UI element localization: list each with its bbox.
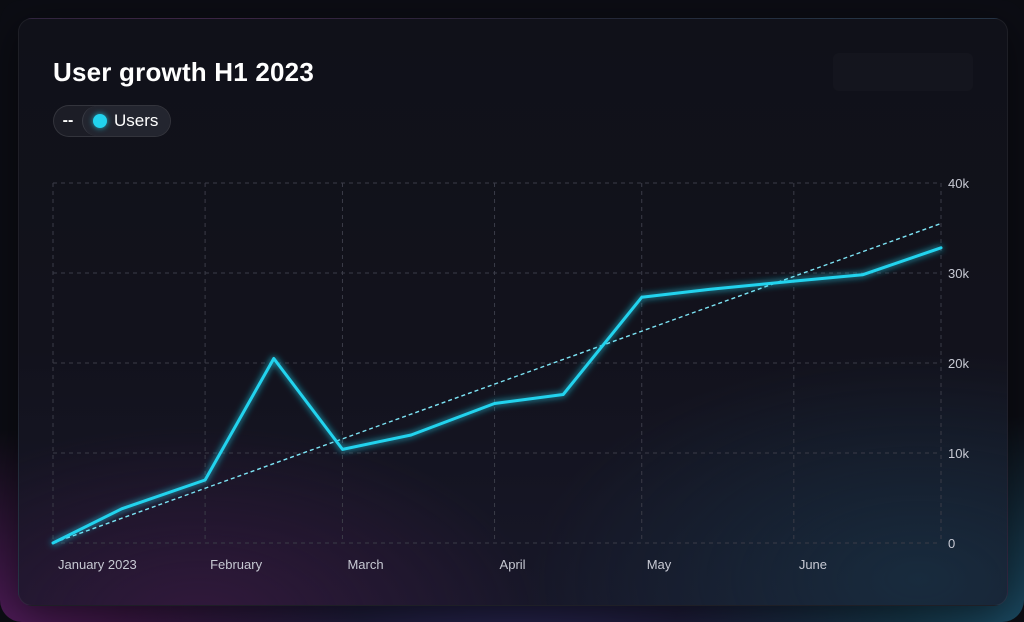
trendline-layer bbox=[52, 222, 942, 544]
y-tick-label: 0 bbox=[948, 536, 955, 551]
chart-title: User growth H1 2023 bbox=[53, 57, 315, 87]
chart-card: User growth H1 2023 -- Users bbox=[18, 18, 1008, 606]
trendline bbox=[52, 222, 942, 544]
y-tick-label: 10k bbox=[948, 446, 969, 461]
legend: -- Users bbox=[53, 105, 172, 137]
x-tick-label: January 2023 bbox=[58, 557, 137, 572]
y-tick-label: 30k bbox=[948, 266, 969, 281]
x-tick-label: February bbox=[210, 557, 263, 572]
trendline-toggle[interactable]: -- bbox=[62, 112, 74, 129]
series-line-users bbox=[51, 246, 943, 545]
y-tick-label: 40k bbox=[948, 176, 969, 191]
series-layer bbox=[51, 246, 943, 545]
users-series-dot-icon bbox=[93, 114, 107, 128]
axis-ticks: January 2023 February March April May June 0 10… bbox=[58, 176, 969, 572]
grid bbox=[52, 182, 942, 544]
x-tick-label: March bbox=[347, 557, 383, 572]
y-tick-label: 20k bbox=[948, 356, 969, 371]
x-tick-label: June bbox=[799, 557, 827, 572]
legend-label-users: Users bbox=[114, 111, 159, 130]
x-tick-label: April bbox=[500, 557, 526, 572]
x-tick-label: May bbox=[647, 557, 672, 572]
legend-item-users[interactable]: Users bbox=[82, 106, 171, 136]
